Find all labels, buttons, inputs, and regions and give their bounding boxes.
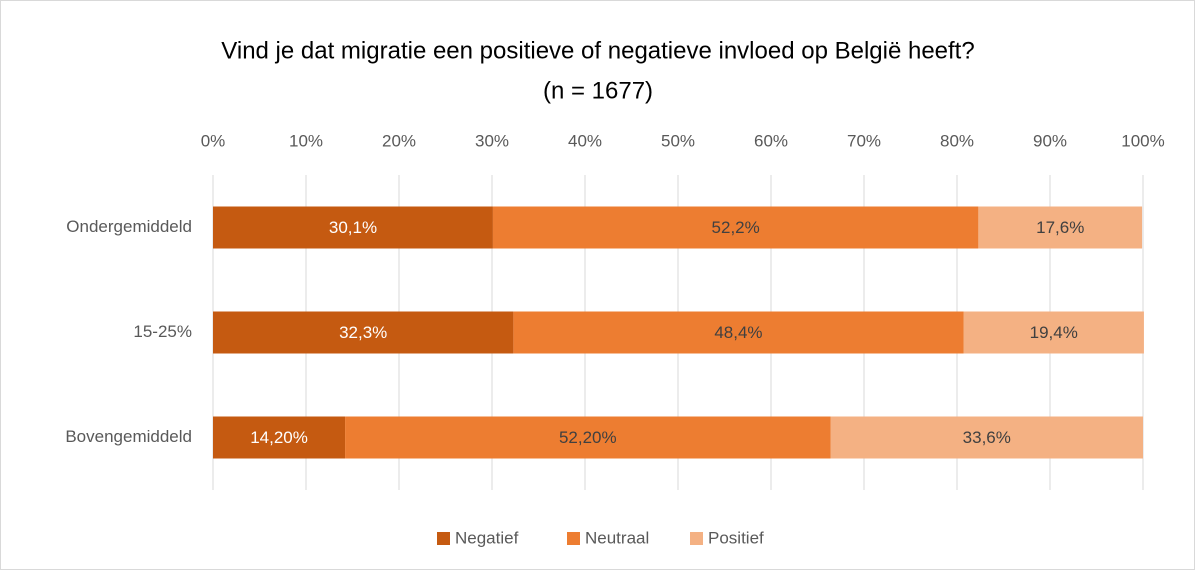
- x-tick-label: 30%: [475, 131, 509, 150]
- data-label: 14,20%: [250, 428, 308, 447]
- bar-segment: [345, 416, 831, 459]
- legend-label: Neutraal: [585, 528, 649, 547]
- chart-title: Vind je dat migratie een positieve of ne…: [221, 37, 974, 64]
- data-label: 19,4%: [1030, 323, 1078, 342]
- data-label: 52,2%: [712, 218, 760, 237]
- legend-swatch: [567, 532, 580, 545]
- x-tick-label: 20%: [382, 131, 416, 150]
- legend-swatch: [690, 532, 703, 545]
- x-tick-label: 10%: [289, 131, 323, 150]
- bar-segment: [830, 416, 1143, 459]
- x-tick-label: 70%: [847, 131, 881, 150]
- data-label: 32,3%: [339, 323, 387, 342]
- x-tick-label: 80%: [940, 131, 974, 150]
- legend-label: Negatief: [455, 528, 519, 547]
- chart-subtitle: (n = 1677): [543, 77, 653, 104]
- bar-segment: [513, 311, 964, 354]
- legend-swatch: [437, 532, 450, 545]
- x-tick-label: 100%: [1121, 131, 1164, 150]
- bar-segment: [213, 311, 514, 354]
- data-label: 17,6%: [1036, 218, 1084, 237]
- y-tick-label: 15-25%: [133, 322, 192, 341]
- x-tick-label: 50%: [661, 131, 695, 150]
- x-tick-label: 40%: [568, 131, 602, 150]
- legend-label: Positief: [708, 528, 764, 547]
- bar-segment: [963, 311, 1144, 354]
- x-tick-label: 60%: [754, 131, 788, 150]
- data-label: 48,4%: [714, 323, 762, 342]
- data-label: 33,6%: [963, 428, 1011, 447]
- y-tick-label: Ondergemiddeld: [66, 217, 192, 236]
- y-tick-label: Bovengemiddeld: [65, 427, 192, 446]
- data-label: 30,1%: [329, 218, 377, 237]
- bar-segment: [492, 206, 979, 249]
- bar-segment: [213, 206, 493, 249]
- data-label: 52,20%: [559, 428, 617, 447]
- bar-segment: [213, 416, 346, 459]
- x-tick-label: 0%: [201, 131, 226, 150]
- bar-segment: [978, 206, 1143, 249]
- x-tick-label: 90%: [1033, 131, 1067, 150]
